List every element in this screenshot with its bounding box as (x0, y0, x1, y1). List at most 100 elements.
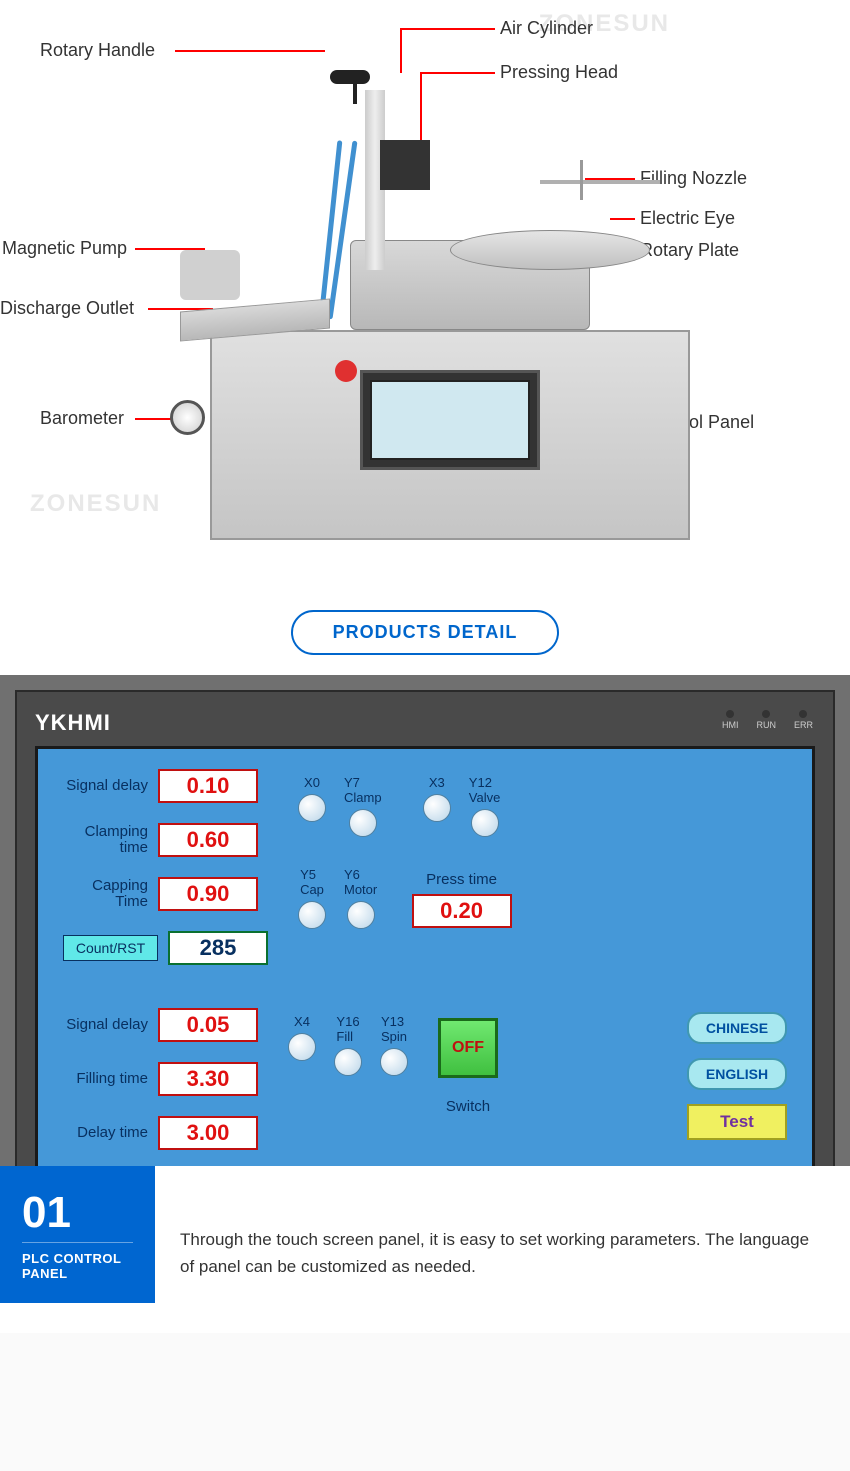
param-label: Capping Time (63, 878, 158, 911)
hmi-touchscreen[interactable]: Signal delay 0.10 Clamping time 0.60 Cap… (35, 746, 815, 1181)
lang-english-button[interactable]: ENGLISH (687, 1058, 787, 1090)
param-label: Delay time (63, 1125, 158, 1142)
hmi-upper-params: Signal delay 0.10 Clamping time 0.60 Cap… (63, 769, 268, 973)
hmi-led-hmi: HMI (722, 710, 739, 730)
emergency-stop (335, 360, 357, 382)
ind-label: Y6Motor (344, 867, 377, 897)
watermark: ZONESUN (30, 490, 161, 518)
param-delay-time: Delay time 3.00 (63, 1116, 258, 1150)
label-air-cylinder: Air Cylinder (500, 18, 593, 39)
barometer-part (170, 400, 205, 435)
indicator-x3: X3 (423, 775, 451, 837)
param-signal-delay2: Signal delay 0.05 (63, 1008, 258, 1042)
indicator-x0: X0 (298, 775, 326, 837)
param-label: Signal delay (63, 778, 158, 795)
hmi-right-upper: X3 Y12Valve Press time 0.20 (412, 769, 512, 973)
indicator-y16-fill: Y16Fill (334, 1014, 362, 1076)
hmi-status-leds: HMI RUN ERR (722, 710, 813, 730)
led-label: HMI (722, 720, 739, 730)
param-label: Filling time (63, 1071, 158, 1088)
switch-label: Switch (446, 1098, 490, 1115)
ind-dot (423, 794, 451, 822)
ind-label: Y7Clamp (344, 775, 382, 805)
indicator-row: Y5Cap Y6Motor (298, 867, 382, 929)
lead-line (400, 28, 495, 30)
test-button[interactable]: Test (687, 1104, 787, 1140)
ind-dot (471, 809, 499, 837)
hmi-indicators-mid: X0 Y7Clamp Y5Cap Y6Motor (298, 769, 382, 973)
ind-dot (298, 794, 326, 822)
description-title: PLC CONTROL PANEL (22, 1242, 133, 1281)
hmi-lower-params: Signal delay 0.05 Filling time 3.30 Dela… (63, 1008, 258, 1158)
ind-label: Y12Valve (469, 775, 501, 805)
press-time-label: Press time (412, 871, 512, 888)
indicator-y12-valve: Y12Valve (469, 775, 501, 837)
hmi-led-run: RUN (756, 710, 776, 730)
indicator-row: X3 Y12Valve (423, 775, 501, 837)
nozzle-arm (540, 180, 660, 184)
ind-label: Y16Fill (336, 1014, 359, 1044)
param-value-field[interactable]: 3.00 (158, 1116, 258, 1150)
param-signal-delay: Signal delay 0.10 (63, 769, 268, 803)
hmi-frame: YKHMI HMI RUN ERR Signal delay 0.10 Clam… (15, 690, 835, 1201)
description-text: Through the touch screen panel, it is ea… (155, 1166, 850, 1303)
machine-front-screen (370, 380, 530, 460)
param-label: Signal delay (63, 1017, 158, 1034)
ind-label: Y13Spin (381, 1014, 407, 1044)
param-value-field[interactable]: 0.10 (158, 769, 258, 803)
ind-dot (380, 1048, 408, 1076)
label-barometer: Barometer (40, 408, 124, 429)
led-label: ERR (794, 720, 813, 730)
label-magnetic-pump: Magnetic Pump (2, 238, 127, 259)
machine-diagram: ZONESUN ZONESUN Rotary Handle Magnetic P… (0, 0, 850, 580)
indicator-y7-clamp: Y7Clamp (344, 775, 382, 837)
ind-dot (298, 901, 326, 929)
ind-label: X3 (429, 775, 445, 790)
param-value-field[interactable]: 3.30 (158, 1062, 258, 1096)
indicator-row: X4 Y16Fill Y13Spin (288, 1014, 408, 1076)
machine-illustration (210, 60, 690, 540)
hmi-switch-group: OFF Switch (438, 1008, 498, 1158)
param-value-field[interactable]: 0.05 (158, 1008, 258, 1042)
lang-chinese-button[interactable]: CHINESE (687, 1012, 787, 1044)
ind-dot (334, 1048, 362, 1076)
indicator-x4: X4 (288, 1014, 316, 1076)
param-capping-time: Capping Time 0.90 (63, 877, 268, 911)
hmi-indicators-lower: X4 Y16Fill Y13Spin (288, 1008, 408, 1158)
led-label: RUN (756, 720, 776, 730)
run-switch[interactable]: OFF (438, 1018, 498, 1078)
ind-label: X0 (304, 775, 320, 790)
param-clamping-time: Clamping time 0.60 (63, 823, 268, 857)
ind-dot (288, 1033, 316, 1061)
description-section: 01 PLC CONTROL PANEL Through the touch s… (0, 1166, 850, 1333)
hmi-brand: YKHMI (35, 710, 815, 736)
count-reset-button[interactable]: Count/RST (63, 935, 158, 961)
description-number: 01 (22, 1188, 133, 1238)
indicator-y5-cap: Y5Cap (298, 867, 326, 929)
pressing-head-part (380, 140, 430, 190)
products-detail-header: PRODUCTS DETAIL (0, 580, 850, 675)
label-rotary-handle: Rotary Handle (40, 40, 155, 61)
hmi-section: YKHMI HMI RUN ERR Signal delay 0.10 Clam… (0, 675, 850, 1216)
param-value-field[interactable]: 0.90 (158, 877, 258, 911)
lead-line (175, 50, 325, 52)
indicator-y13-spin: Y13Spin (380, 1014, 408, 1076)
press-time-group: Press time 0.20 (412, 871, 512, 928)
indicator-y6-motor: Y6Motor (344, 867, 377, 929)
param-count: Count/RST 285 (63, 931, 268, 965)
rotary-plate-part (450, 230, 650, 270)
param-label: Clamping time (63, 824, 158, 857)
label-discharge-outlet: Discharge Outlet (0, 298, 134, 319)
ind-dot (347, 901, 375, 929)
filling-nozzle-part (580, 160, 583, 200)
press-time-field[interactable]: 0.20 (412, 894, 512, 928)
ind-label: X4 (294, 1014, 310, 1029)
count-value-field[interactable]: 285 (168, 931, 268, 965)
hmi-lang-buttons: CHINESE ENGLISH Test (687, 1008, 787, 1158)
ind-label: Y5Cap (300, 867, 324, 897)
param-value-field[interactable]: 0.60 (158, 823, 258, 857)
ind-dot (349, 809, 377, 837)
indicator-row: X0 Y7Clamp (298, 775, 382, 837)
hmi-led-err: ERR (794, 710, 813, 730)
magnetic-pump-part (180, 250, 240, 300)
